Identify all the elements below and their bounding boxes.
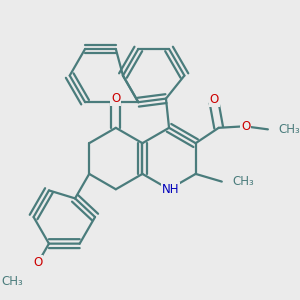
Text: CH₃: CH₃: [278, 123, 300, 136]
Text: O: O: [33, 256, 43, 269]
Text: CH₃: CH₃: [1, 275, 23, 289]
Text: CH₃: CH₃: [232, 175, 254, 188]
Text: NH: NH: [162, 183, 179, 196]
Text: O: O: [241, 120, 250, 133]
Text: O: O: [111, 92, 120, 105]
Text: O: O: [209, 93, 219, 106]
